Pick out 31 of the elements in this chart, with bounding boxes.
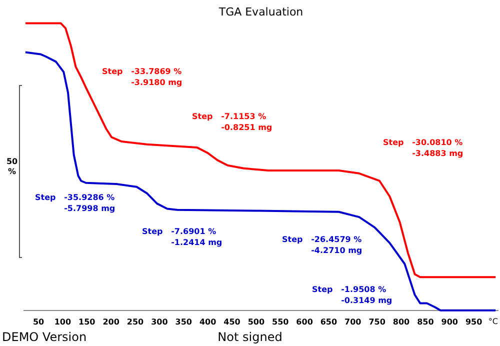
x-tick-label: 150 xyxy=(78,317,96,326)
x-axis-title: °C xyxy=(488,317,498,326)
x-tick-label: 200 xyxy=(102,317,120,326)
text: 50 % xyxy=(6,157,18,176)
annotation: Step -26.4579 % -4.2710 mg xyxy=(282,235,362,256)
x-tick-label: 900 xyxy=(441,317,458,326)
annotation: Step -30.0810 % -3.4883 mg xyxy=(383,138,464,158)
x-tick-label: 450 xyxy=(224,317,241,326)
x-tick-label: 50 xyxy=(32,317,45,326)
x-tick-label: 650 xyxy=(320,317,338,326)
x-tick-label: 950 xyxy=(465,317,483,326)
annotation: Step -7.6901 % -1.2414 mg xyxy=(142,227,222,248)
x-tick-label: 750 xyxy=(368,317,386,326)
annotation: Step -1.9508 % -0.3149 mg xyxy=(312,285,392,306)
text: DEMO Version xyxy=(2,330,87,344)
annotation: Step -7.1153 % -0.8251 mg xyxy=(192,112,272,132)
x-tick-label: 300 xyxy=(151,317,168,326)
text: Not signed xyxy=(218,330,282,344)
x-tick-label: 250 xyxy=(126,317,144,326)
annotation: Step -35.9286 % -5.7998 mg xyxy=(35,193,116,214)
x-tick-label: 700 xyxy=(344,317,362,326)
x-tick-label: 850 xyxy=(417,317,434,326)
chart-title: TGA Evaluation xyxy=(218,5,304,18)
annotation: Step -33.7869 % -3.9180 mg xyxy=(102,67,182,88)
x-tick-label: 400 xyxy=(199,317,217,326)
x-tick-label: 350 xyxy=(175,317,192,326)
x-tick-label: 500 xyxy=(248,317,265,326)
x-tick-label: 100 xyxy=(54,317,72,326)
x-tick-label: 800 xyxy=(392,317,410,326)
x-tick-label: 550 xyxy=(272,317,290,326)
x-tick-label: 600 xyxy=(296,317,314,326)
